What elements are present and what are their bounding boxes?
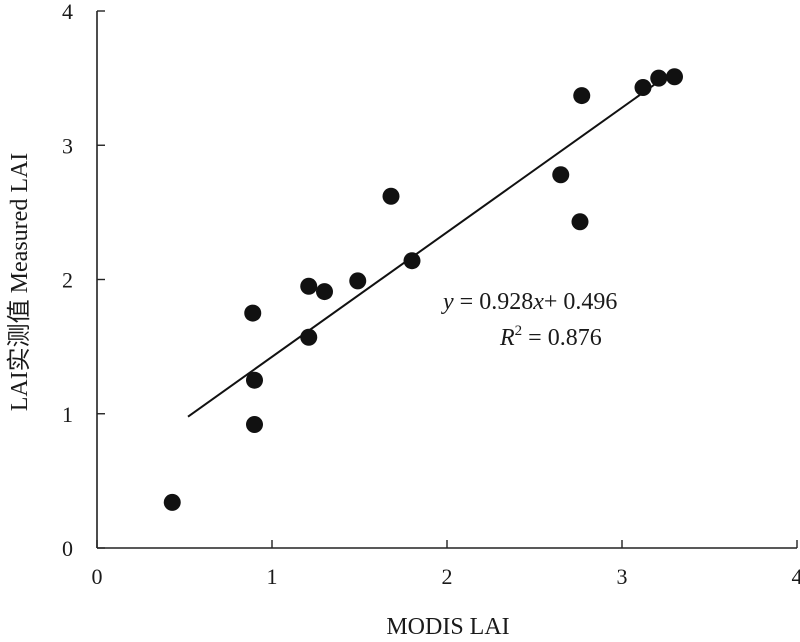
axes	[96, 11, 797, 549]
data-point	[650, 69, 668, 87]
data-point	[244, 304, 262, 322]
y-tick-label: 0	[62, 536, 73, 561]
data-point	[403, 252, 421, 270]
data-point	[382, 187, 400, 205]
ticks: 0 1 2 3 4 0 1 2 3 4	[62, 0, 800, 589]
eq-y-variable: y	[441, 289, 454, 315]
x-tick-label: 2	[442, 564, 453, 589]
data-points	[163, 68, 683, 511]
trendline	[187, 75, 667, 418]
x-tick-label: 3	[617, 564, 628, 589]
r-superscript: 2	[515, 323, 523, 339]
regression-equation: y = 0.928x+ 0.496	[441, 289, 617, 315]
data-point	[300, 328, 318, 346]
data-point	[246, 415, 263, 433]
r-squared-annotation: R2 = 0.876	[499, 323, 602, 351]
data-point	[300, 277, 318, 295]
data-point	[316, 283, 333, 301]
data-point	[571, 213, 589, 231]
data-point	[552, 166, 570, 184]
x-tick-label: 0	[92, 564, 103, 589]
x-tick-label: 1	[267, 564, 278, 589]
eq-slope: = 0.928	[454, 289, 534, 315]
r-variable: R	[499, 325, 515, 351]
y-axis-title: LAI实测值 Measured LAI	[6, 153, 33, 412]
data-point	[634, 79, 652, 97]
eq-intercept: + 0.496	[544, 289, 618, 315]
y-tick-label: 1	[62, 402, 73, 427]
eq-x-variable: x	[532, 289, 544, 315]
y-tick-label: 2	[62, 268, 73, 293]
data-point	[163, 493, 181, 511]
y-tick-label: 4	[62, 0, 73, 24]
data-point	[246, 371, 263, 389]
data-point	[573, 87, 591, 105]
trendline-group	[187, 75, 667, 418]
y-tick-label: 3	[62, 133, 73, 158]
data-point	[666, 68, 683, 86]
data-point	[349, 272, 367, 290]
x-axis-title: MODIS LAI	[386, 614, 509, 640]
r-squared-value: = 0.876	[522, 325, 602, 351]
x-tick-label: 4	[792, 564, 800, 589]
